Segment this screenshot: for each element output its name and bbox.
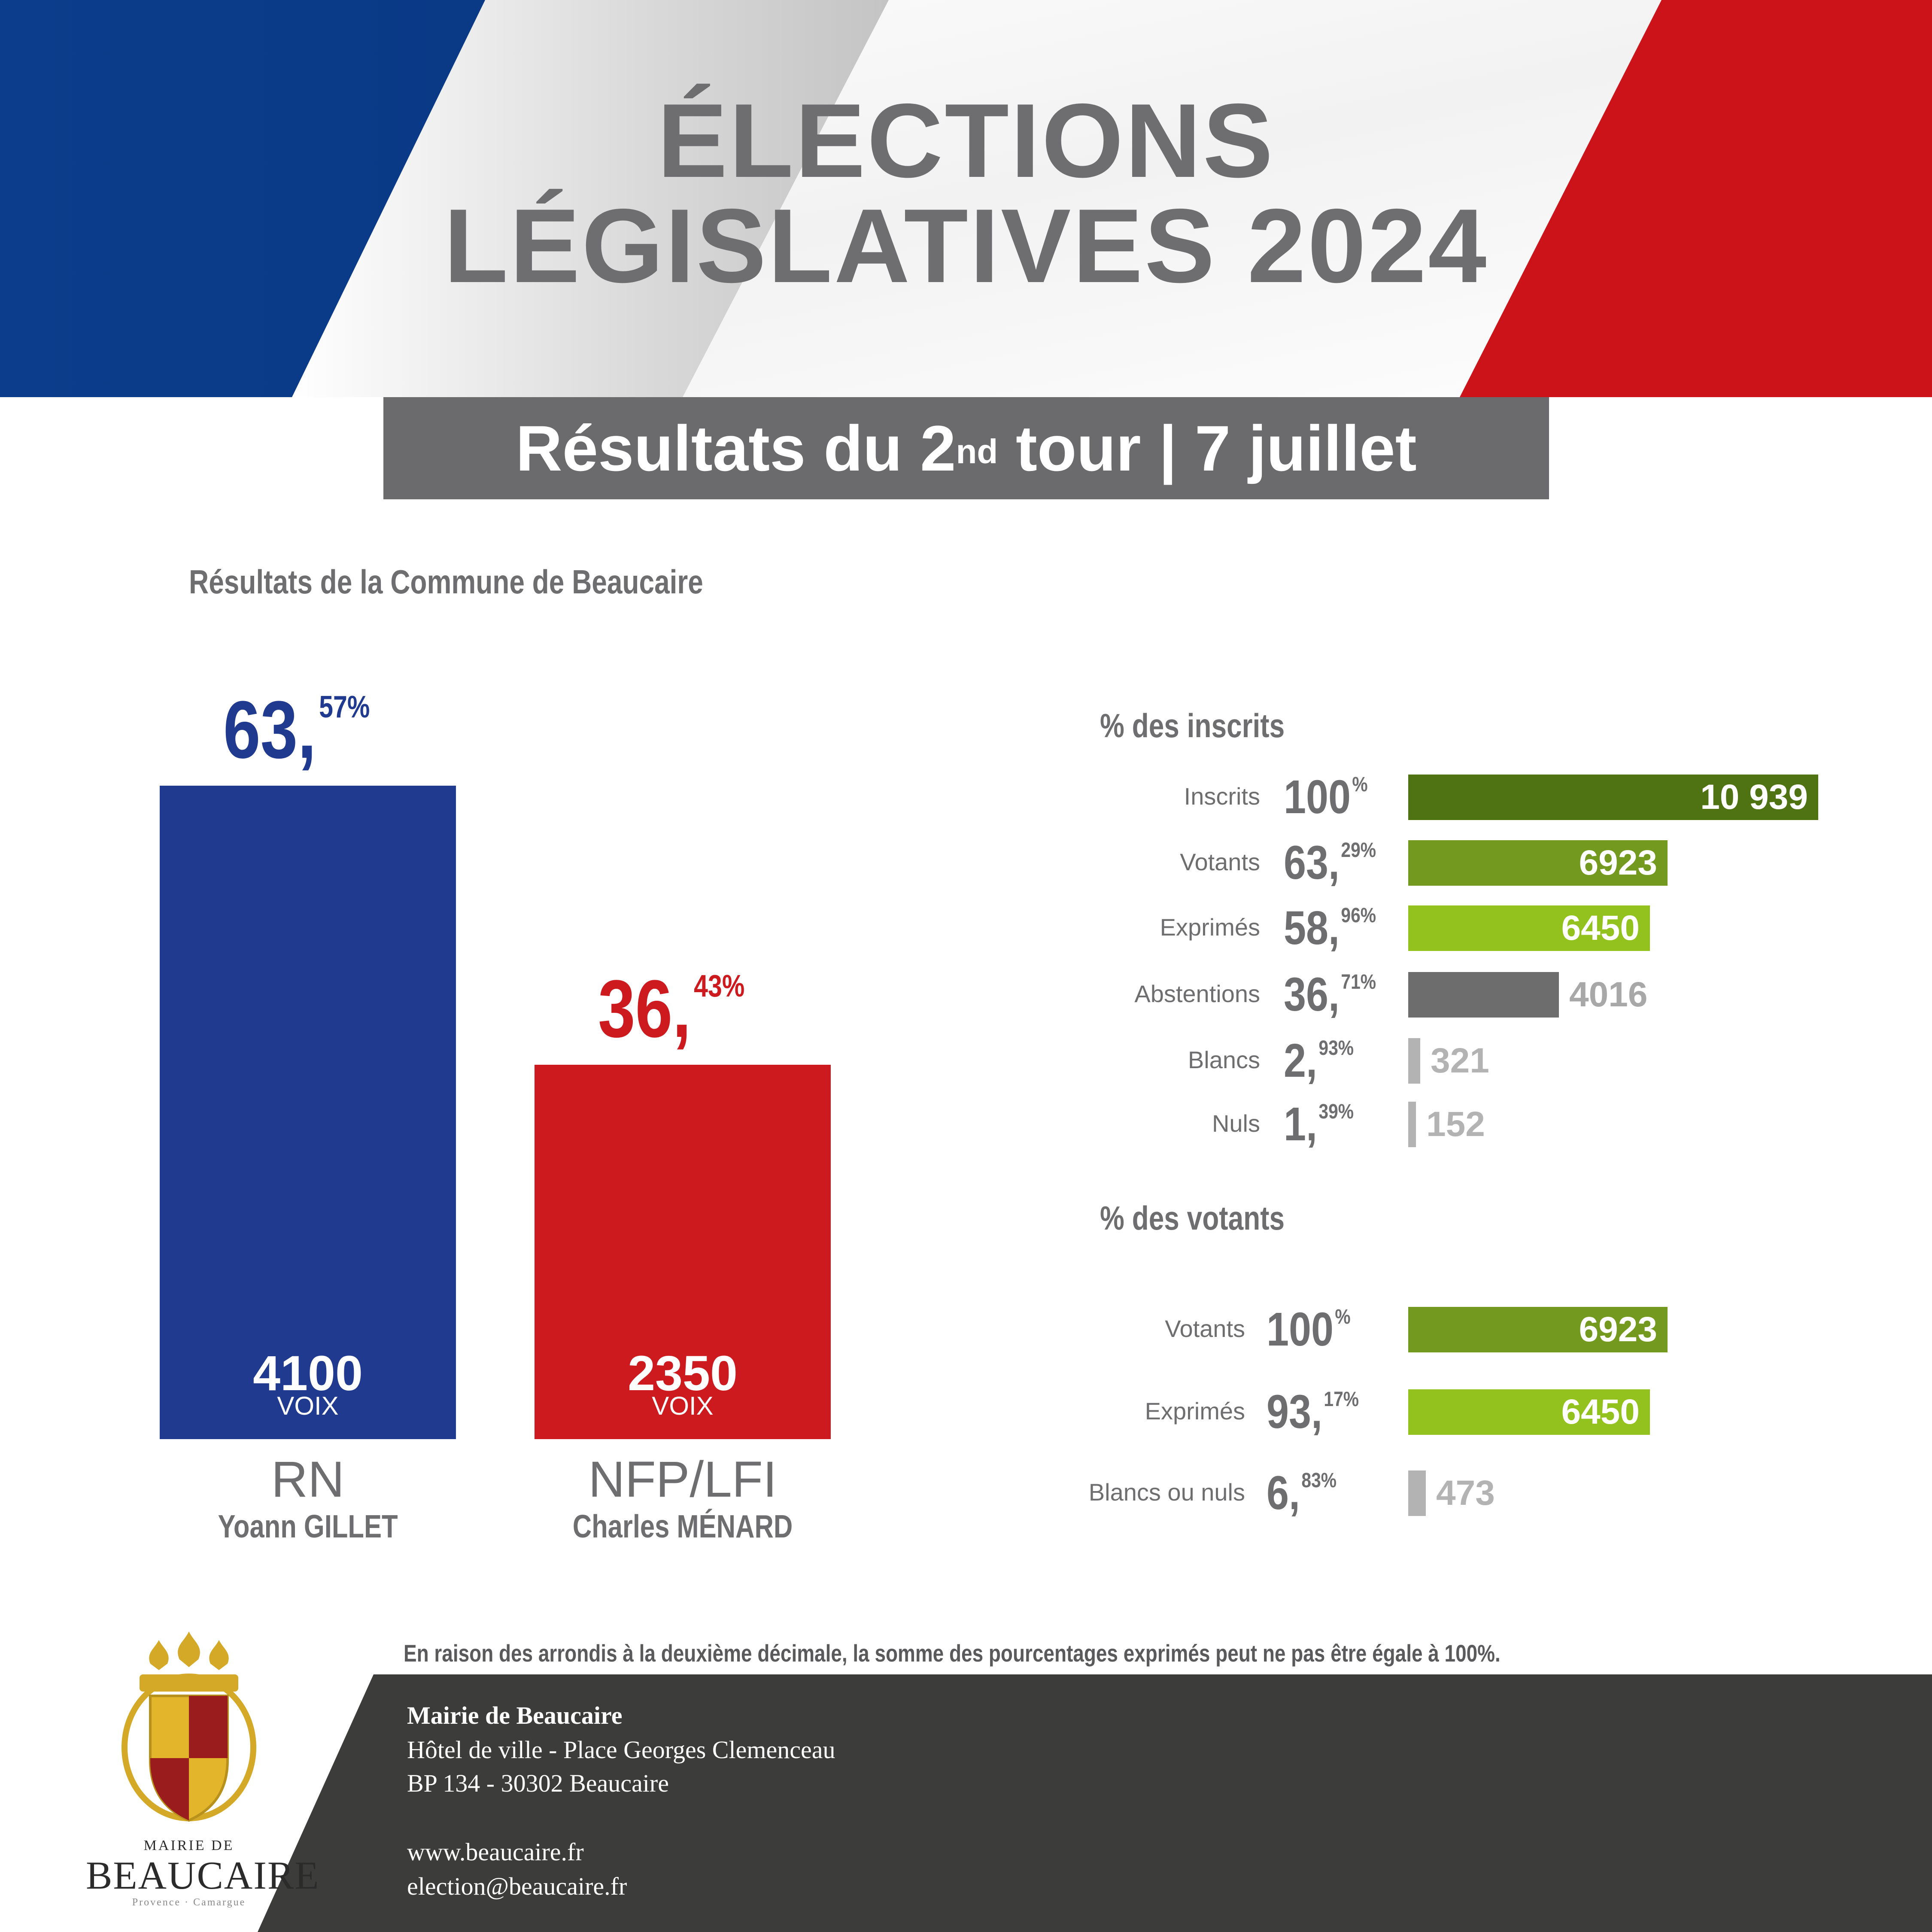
footer-org: Mairie de Beaucaire <box>407 1701 623 1729</box>
row-percentage: 93,17% <box>1267 1388 1359 1436</box>
subtitle-sup: nd <box>956 432 998 471</box>
row-label-inscrits: Inscrits <box>1184 783 1260 810</box>
footer-address-1: Hôtel de ville - Place Georges Clemencea… <box>407 1736 835 1764</box>
percentage-decimal: 43% <box>694 969 745 1003</box>
row-percentage: 100% <box>1284 774 1368 821</box>
footer-address-2: BP 134 - 30302 Beaucaire <box>407 1769 669 1797</box>
row-value: 6450 <box>1561 908 1640 948</box>
candidate-name: Yoann GILLET <box>218 1508 398 1544</box>
candidate-name: Charles MÉNARD <box>572 1508 793 1544</box>
row-bar <box>1408 972 1559 1018</box>
percentage-integer: 36, <box>598 963 691 1054</box>
row-bar: 6450 <box>1408 1389 1650 1435</box>
title-line-2: LÉGISLATIVES 2024 <box>444 187 1488 304</box>
subtitle-rest: tour | 7 juillet <box>998 412 1417 484</box>
row-percentage-decimal: 93% <box>1318 1037 1354 1060</box>
row-percentage: 58,96% <box>1284 905 1376 952</box>
row-label-votants: Votants <box>1165 1315 1245 1342</box>
row-value: 4016 <box>1569 975 1648 1014</box>
footer-website[interactable]: www.beaucaire.fr <box>407 1838 584 1866</box>
bar-nfplfi: 2350 VOIX <box>535 1065 831 1439</box>
row-label-abstentions: Abstentions <box>1134 980 1260 1007</box>
row-bar <box>1408 1470 1426 1516</box>
vote-count: 4100 <box>253 1346 363 1401</box>
bar-rn: 4100 VOIX <box>160 786 456 1439</box>
row-percentage-decimal: 83% <box>1301 1469 1337 1492</box>
row-bar: 6450 <box>1408 905 1650 951</box>
row-value: 6450 <box>1561 1392 1640 1431</box>
party-label: NFP/LFI <box>588 1451 777 1508</box>
row-percentage-integer: 6, <box>1267 1467 1300 1519</box>
percentage-integer: 63, <box>223 684 316 775</box>
votants-chart-title: % des votants <box>1100 1199 1285 1237</box>
row-value: 473 <box>1436 1473 1495 1513</box>
row-percentage: 63,29% <box>1284 839 1376 887</box>
row-percentage: 2,93% <box>1284 1037 1354 1084</box>
row-percentage-decimal: 96% <box>1341 904 1376 927</box>
row-percentage: 100% <box>1267 1306 1351 1353</box>
row-percentage-integer: 93, <box>1267 1385 1322 1438</box>
row-value: 6923 <box>1579 843 1657 882</box>
footer-email[interactable]: election@beaucaire.fr <box>407 1872 627 1900</box>
percentage-label: 36,43% <box>598 968 744 1050</box>
vote-count: 2350 <box>628 1346 738 1401</box>
row-bar <box>1408 1102 1416 1147</box>
beaucaire-crest-logo <box>99 1631 279 1838</box>
row-bar: 6923 <box>1408 1307 1668 1352</box>
row-percentage-integer: 100 <box>1267 1303 1334 1356</box>
logo-line-2: BEAUCAIRE <box>86 1853 320 1897</box>
row-percentage: 1,39% <box>1284 1101 1354 1148</box>
row-percentage-integer: 58, <box>1284 902 1340 954</box>
party-label: RN <box>271 1451 345 1508</box>
row-percentage-integer: 1, <box>1284 1098 1317 1151</box>
row-label-blancs: Blancs <box>1188 1046 1260 1073</box>
row-bar: 6923 <box>1408 840 1668 886</box>
row-percentage-decimal: 29% <box>1341 839 1376 862</box>
row-bar <box>1408 1038 1420 1084</box>
crest-icon <box>122 1631 256 1822</box>
logo-line-3: Provence · Camargue <box>132 1897 246 1908</box>
row-label-nuls: Nuls <box>1212 1110 1260 1137</box>
row-label-blancsounuls: Blancs ou nuls <box>1088 1479 1245 1506</box>
logo-line-1: MAIRIE DE <box>143 1838 234 1853</box>
row-percentage-decimal: % <box>1352 773 1368 796</box>
title-line-1: ÉLECTIONS <box>657 82 1275 199</box>
row-percentage-integer: 100 <box>1284 771 1351 823</box>
vote-unit: VOIX <box>652 1391 714 1420</box>
row-percentage: 36,71% <box>1284 971 1376 1018</box>
row-label-votants: Votants <box>1180 848 1260 875</box>
row-label-exprims: Exprimés <box>1145 1397 1245 1425</box>
footer-background <box>258 1674 1932 1932</box>
percentage-label: 63,57% <box>223 689 370 771</box>
row-percentage-integer: 2, <box>1284 1034 1317 1087</box>
row-percentage-decimal: 39% <box>1318 1100 1354 1123</box>
row-bar: 10 939 <box>1408 775 1818 820</box>
tricolor-banner <box>0 0 1932 397</box>
row-percentage-decimal: % <box>1335 1306 1351 1328</box>
inscrits-chart-title: % des inscrits <box>1100 707 1285 744</box>
row-value: 10 939 <box>1700 778 1808 817</box>
row-percentage-integer: 63, <box>1284 836 1340 889</box>
row-percentage-decimal: 71% <box>1341 971 1376 993</box>
subtitle-main: Résultats du 2 <box>516 412 956 484</box>
row-percentage-decimal: 17% <box>1324 1388 1359 1411</box>
commune-results-title: Résultats de la Commune de Beaucaire <box>189 563 703 601</box>
vote-unit: VOIX <box>277 1391 339 1420</box>
percentage-decimal: 57% <box>319 690 370 724</box>
row-percentage: 6,83% <box>1267 1470 1337 1517</box>
row-label-exprims: Exprimés <box>1160 914 1260 941</box>
row-value: 152 <box>1426 1105 1485 1144</box>
rounding-note: En raison des arrondis à la deuxième déc… <box>404 1640 1501 1667</box>
row-percentage-integer: 36, <box>1284 968 1340 1021</box>
row-value: 321 <box>1431 1041 1489 1080</box>
row-value: 6923 <box>1579 1310 1657 1349</box>
